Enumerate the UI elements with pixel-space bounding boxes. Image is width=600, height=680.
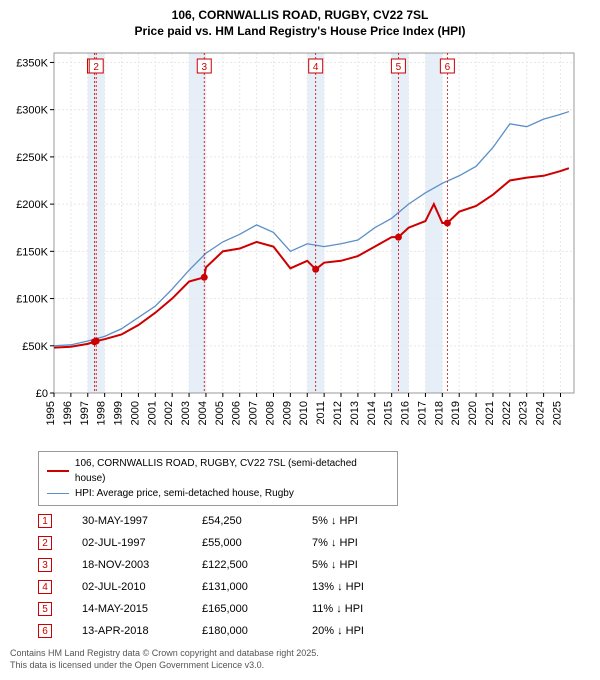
svg-text:2024: 2024 [535,401,547,425]
svg-text:2001: 2001 [146,401,158,425]
sale-pct: 5% ↓ HPI [312,559,412,571]
sale-marker-box: 3 [38,558,52,572]
svg-text:2003: 2003 [180,401,192,425]
legend: 106, CORNWALLIS ROAD, RUGBY, CV22 7SL (s… [38,451,398,506]
svg-text:2014: 2014 [366,401,378,425]
sale-row: 6 13-APR-2018£180,00020% ↓ HPI [38,620,590,642]
svg-text:2007: 2007 [248,401,260,425]
sale-pct: 11% ↓ HPI [312,603,412,615]
sale-row: 5 14-MAY-2015£165,00011% ↓ HPI [38,598,590,620]
svg-text:6: 6 [445,62,451,73]
sale-row: 3 18-NOV-2003£122,5005% ↓ HPI [38,554,590,576]
svg-text:2000: 2000 [129,401,141,425]
sale-marker-box: 5 [38,602,52,616]
svg-text:2017: 2017 [416,401,428,425]
sale-price: £180,000 [202,625,312,637]
sale-price: £55,000 [202,537,312,549]
svg-text:2006: 2006 [231,401,243,425]
footer-line-1: Contains HM Land Registry data © Crown c… [10,648,590,660]
svg-text:£50K: £50K [22,341,48,353]
svg-text:1995: 1995 [45,401,57,425]
svg-text:4: 4 [313,62,319,73]
legend-swatch [47,493,69,494]
sale-marker-box: 2 [38,536,52,550]
svg-text:£350K: £350K [16,58,48,70]
svg-text:2008: 2008 [264,401,276,425]
svg-text:2013: 2013 [349,401,361,425]
title-line-1: 106, CORNWALLIS ROAD, RUGBY, CV22 7SL [10,8,590,24]
svg-text:3: 3 [201,62,207,73]
svg-text:2011: 2011 [315,401,327,425]
svg-text:2023: 2023 [518,401,530,425]
svg-text:2010: 2010 [298,401,310,425]
svg-text:2: 2 [93,62,99,73]
legend-item: HPI: Average price, semi-detached house,… [47,486,389,501]
sale-row: 1 30-MAY-1997£54,2505% ↓ HPI [38,510,590,532]
chart-plot: £0 £50K £100K £150K £200K £250K £300K £350K 1995… [10,45,590,445]
sale-marker-box: 6 [38,624,52,638]
sale-row: 2 02-JUL-1997£55,0007% ↓ HPI [38,532,590,554]
legend-swatch [47,470,69,472]
sale-price: £165,000 [202,603,312,615]
svg-text:2018: 2018 [433,401,445,425]
svg-text:£100K: £100K [16,294,48,306]
svg-text:2015: 2015 [383,401,395,425]
svg-text:£0: £0 [36,388,48,400]
sale-row: 4 02-JUL-2010£131,00013% ↓ HPI [38,576,590,598]
sale-price: £122,500 [202,559,312,571]
chart-container: 106, CORNWALLIS ROAD, RUGBY, CV22 7SL Pr… [0,0,600,680]
sale-date: 02-JUL-2010 [82,581,202,593]
title-line-2: Price paid vs. HM Land Registry's House … [10,24,590,40]
sale-price: £131,000 [202,581,312,593]
sale-date: 13-APR-2018 [82,625,202,637]
svg-text:2002: 2002 [163,401,175,425]
svg-text:£200K: £200K [16,199,48,211]
footer-line-2: This data is licensed under the Open Gov… [10,660,590,672]
svg-text:2016: 2016 [400,401,412,425]
svg-text:5: 5 [396,62,402,73]
chart-svg: £0 £50K £100K £150K £200K £250K £300K £350K 1995… [10,45,590,445]
legend-label: HPI: Average price, semi-detached house,… [75,486,294,501]
sale-marker-box: 1 [38,514,52,528]
svg-text:2020: 2020 [467,401,479,425]
sale-date: 14-MAY-2015 [82,603,202,615]
legend-label: 106, CORNWALLIS ROAD, RUGBY, CV22 7SL (s… [75,456,389,486]
svg-text:1998: 1998 [96,401,108,425]
sale-marker-box: 4 [38,580,52,594]
sale-date: 18-NOV-2003 [82,559,202,571]
svg-text:£300K: £300K [16,105,48,117]
chart-title: 106, CORNWALLIS ROAD, RUGBY, CV22 7SL Pr… [10,8,590,39]
sale-pct: 5% ↓ HPI [312,515,412,527]
svg-text:2021: 2021 [484,401,496,425]
sales-table: 130-MAY-1997£54,2505% ↓ HPI202-JUL-1997£… [38,510,590,642]
sale-pct: 20% ↓ HPI [312,625,412,637]
svg-text:2012: 2012 [332,401,344,425]
svg-text:1999: 1999 [113,401,125,425]
legend-item: 106, CORNWALLIS ROAD, RUGBY, CV22 7SL (s… [47,456,389,486]
sale-price: £54,250 [202,515,312,527]
svg-text:2009: 2009 [281,401,293,425]
svg-text:2004: 2004 [197,401,209,425]
svg-text:2019: 2019 [450,401,462,425]
sale-pct: 13% ↓ HPI [312,581,412,593]
svg-text:2022: 2022 [501,401,513,425]
svg-text:£150K: £150K [16,247,48,259]
sale-date: 02-JUL-1997 [82,537,202,549]
svg-text:1997: 1997 [79,401,91,425]
sale-date: 30-MAY-1997 [82,515,202,527]
svg-text:2025: 2025 [551,401,563,425]
svg-text:£250K: £250K [16,152,48,164]
footer: Contains HM Land Registry data © Crown c… [10,648,590,671]
svg-text:2005: 2005 [214,401,226,425]
sale-pct: 7% ↓ HPI [312,537,412,549]
svg-text:1996: 1996 [62,401,74,425]
